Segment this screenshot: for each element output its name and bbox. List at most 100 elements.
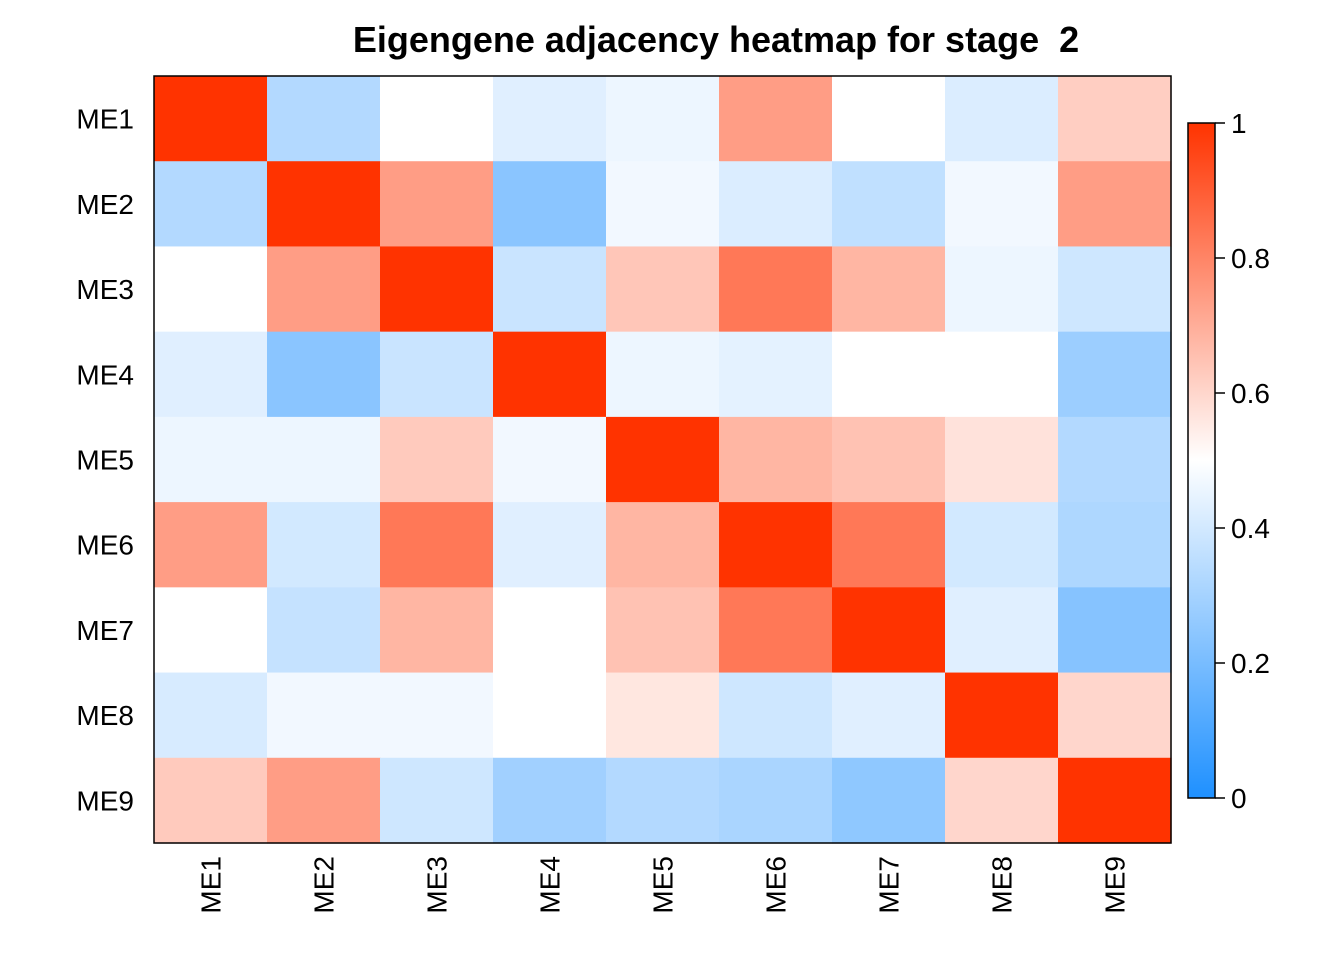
heatmap-cell — [606, 246, 720, 333]
column-label: ME7 — [874, 856, 905, 914]
chart-title: Eigengene adjacency heatmap for stage 2 — [353, 19, 1079, 60]
row-labels: ME1 ME2 ME3 ME4 ME5 ME6 ME7 ME8 ME9 — [76, 104, 134, 817]
heatmap-cell — [267, 672, 381, 759]
heatmap-cell — [380, 502, 494, 588]
heatmap-cell — [832, 672, 946, 759]
column-label: ME5 — [648, 856, 679, 914]
heatmap-cell — [154, 757, 268, 844]
column-label: ME9 — [1100, 856, 1131, 914]
heatmap-cell — [380, 246, 494, 333]
heatmap-cell — [154, 416, 268, 503]
heatmap-cell — [493, 331, 607, 418]
column-label: ME1 — [196, 856, 227, 914]
heatmap-cell — [832, 76, 946, 162]
heatmap-cell — [606, 672, 720, 759]
heatmap-cell — [493, 246, 607, 333]
row-label: ME3 — [76, 274, 134, 305]
heatmap-cell — [832, 331, 946, 418]
heatmap-cell — [1058, 331, 1172, 418]
colorbar-tick-label: 0 — [1231, 783, 1247, 814]
column-label: ME4 — [535, 856, 566, 914]
heatmap-cell — [719, 246, 833, 333]
heatmap-cell — [606, 502, 720, 588]
heatmap-cell — [832, 246, 946, 333]
column-label: ME3 — [422, 856, 453, 914]
heatmap-cell — [1058, 416, 1172, 503]
heatmap-cell — [719, 757, 833, 844]
heatmap-cell — [719, 587, 833, 674]
heatmap-cell — [380, 416, 494, 503]
row-label: ME4 — [76, 359, 134, 390]
heatmap-cell — [719, 672, 833, 759]
colorbar-tick-label: 1 — [1231, 108, 1247, 139]
heatmap-cell — [154, 672, 268, 759]
heatmap-cell — [154, 76, 268, 162]
heatmap-cell — [380, 76, 494, 162]
heatmap-cell — [154, 587, 268, 674]
heatmap-cell — [832, 416, 946, 503]
heatmap-cell — [1058, 502, 1172, 588]
heatmap-cell — [832, 587, 946, 674]
heatmap-cell — [493, 76, 607, 162]
heatmap-cell — [832, 161, 946, 248]
heatmap-cell — [606, 331, 720, 418]
heatmap-cell — [1058, 757, 1172, 844]
colorbar-tick-label: 0.8 — [1231, 243, 1270, 274]
heatmap-cell — [606, 161, 720, 248]
row-label: ME8 — [76, 700, 134, 731]
row-label: ME2 — [76, 189, 134, 220]
row-label: ME7 — [76, 615, 134, 646]
column-label: ME2 — [309, 856, 340, 914]
heatmap-cell — [267, 502, 381, 588]
column-label: ME8 — [987, 856, 1018, 914]
heatmap-cell — [267, 161, 381, 248]
heatmap-cell — [1058, 246, 1172, 333]
heatmap-cell — [267, 246, 381, 333]
row-label: ME6 — [76, 530, 134, 561]
heatmap-cell — [493, 502, 607, 588]
heatmap-cell — [154, 331, 268, 418]
heatmap-cell — [493, 672, 607, 759]
heatmap-cell — [719, 331, 833, 418]
row-label: ME9 — [76, 785, 134, 816]
heatmap-cell — [380, 161, 494, 248]
heatmap-cell — [154, 161, 268, 248]
colorbar-tick-label: 0.6 — [1231, 378, 1270, 409]
heatmap-cell — [1058, 672, 1172, 759]
row-label: ME1 — [76, 104, 134, 135]
heatmap-cell — [1058, 161, 1172, 248]
heatmap-cell — [493, 757, 607, 844]
heatmap-cell — [493, 587, 607, 674]
heatmap-cell — [1058, 587, 1172, 674]
heatmap-frame — [153, 75, 1172, 844]
heatmap-cell — [945, 76, 1059, 162]
heatmap-cell — [606, 757, 720, 844]
heatmap-cell — [606, 76, 720, 162]
colorbar-tick-label: 0.2 — [1231, 648, 1270, 679]
heatmap-cell — [945, 331, 1059, 418]
heatmap-cell — [267, 587, 381, 674]
heatmap-cell — [267, 416, 381, 503]
row-label: ME5 — [76, 445, 134, 476]
heatmap-cell — [493, 161, 607, 248]
heatmap-cell — [380, 587, 494, 674]
heatmap-cell — [1058, 76, 1172, 162]
colorbar-gradient — [1187, 122, 1216, 799]
heatmap-cell — [945, 416, 1059, 503]
colorbar-tick-label: 0.4 — [1231, 513, 1270, 544]
heatmap-cell — [945, 161, 1059, 248]
heatmap-cell — [380, 331, 494, 418]
heatmap-cell — [719, 416, 833, 503]
heatmap-cell — [267, 76, 381, 162]
heatmap-cell — [380, 672, 494, 759]
heatmap-cell — [719, 502, 833, 588]
heatmap-cell — [606, 416, 720, 503]
heatmap-cells — [154, 76, 1172, 844]
column-labels: ME1 ME2 ME3 ME4 ME5 ME6 ME7 ME8 ME9 — [196, 856, 1131, 914]
heatmap-cell — [945, 587, 1059, 674]
heatmap-cell — [945, 757, 1059, 844]
heatmap-cell — [832, 502, 946, 588]
heatmap-cell — [945, 502, 1059, 588]
heatmap-cell — [945, 246, 1059, 333]
